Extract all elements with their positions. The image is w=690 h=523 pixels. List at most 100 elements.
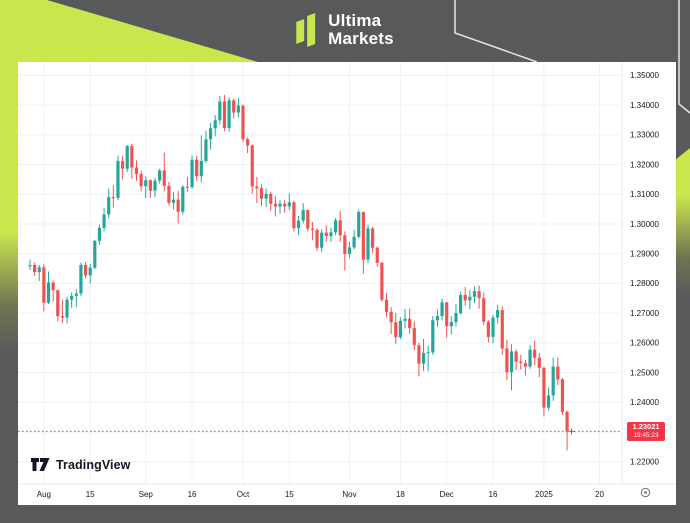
time-axis-label: 20 (595, 490, 604, 499)
candle-body (463, 294, 467, 301)
price-axis-label: 1.26000 (630, 339, 659, 348)
candle-body (213, 120, 217, 129)
price-axis-label: 1.29000 (630, 249, 659, 258)
ultima-markets-logo: Ultima Markets (296, 11, 394, 49)
candle-body (551, 366, 555, 396)
time-axis-label: 16 (489, 490, 498, 499)
time-axis[interactable] (18, 484, 622, 505)
candle-body (440, 302, 444, 317)
price-axis-label: 1.22000 (630, 458, 659, 467)
candle-body (514, 351, 518, 362)
candle-body (130, 146, 134, 168)
candle-body (500, 310, 504, 349)
candle-body (496, 310, 500, 318)
candle-body (208, 128, 213, 140)
candle-body (398, 320, 402, 338)
candle-body (458, 294, 463, 314)
candle-body (28, 264, 32, 267)
candle-body (412, 327, 416, 346)
candle-body (116, 160, 120, 198)
price-axis-label: 1.28000 (630, 279, 659, 288)
time-axis-label: 15 (285, 490, 294, 499)
candle-body (107, 197, 111, 215)
candle-body (148, 180, 152, 191)
candle-body (153, 180, 157, 191)
candle-body (139, 174, 143, 187)
candle-body (310, 228, 315, 230)
candle-body (384, 299, 389, 312)
candle-body (329, 232, 333, 237)
candle-body (352, 236, 356, 248)
candle-body (269, 193, 273, 204)
candle-body (37, 267, 41, 273)
price-axis-label: 1.35000 (630, 71, 659, 80)
chart-card: 1.35000 1.34000 1.33000 1.32000 1.31000 1.300… (18, 62, 676, 505)
candle-body (394, 322, 398, 338)
time-axis-label: 18 (396, 490, 405, 499)
candle-body (259, 188, 264, 199)
tradingview-attribution[interactable]: TradingView (31, 458, 131, 472)
candle-body (426, 352, 430, 354)
candle-body (449, 322, 453, 327)
last-price-badge: 1.23021 19:45:23 (627, 422, 665, 441)
candle-body (70, 295, 74, 300)
brand-wordmark: Ultima Markets (328, 11, 394, 49)
candle-body (97, 227, 102, 241)
candle-body (357, 212, 361, 237)
candle-body (537, 357, 541, 368)
candle-body (482, 298, 486, 322)
candle-body (533, 349, 537, 358)
candle-body (83, 264, 88, 276)
candle-body (347, 247, 352, 254)
candle-body (431, 320, 435, 353)
price-axis-label: 1.30000 (630, 220, 659, 229)
candle-body (111, 197, 115, 199)
gear-icon[interactable] (637, 484, 653, 500)
candle-body (380, 262, 384, 300)
candle-body (403, 318, 407, 321)
candle-body (144, 180, 148, 187)
candle-body (158, 170, 162, 181)
candle-body (338, 220, 342, 236)
lime-corner-decor (0, 0, 258, 62)
candle-body (306, 209, 310, 229)
candlestick-chart[interactable]: 1.35000 1.34000 1.33000 1.32000 1.31000 1.300… (18, 62, 676, 505)
candle-body (408, 318, 412, 328)
candle-body (371, 228, 375, 248)
candle-body (343, 235, 347, 254)
candle-body (477, 291, 481, 299)
candle-body (505, 348, 509, 373)
candle-body (546, 395, 551, 408)
candle-body (324, 232, 328, 237)
candle-body (283, 203, 287, 207)
candle-body (195, 159, 199, 177)
candle-body (93, 240, 97, 268)
candle-body (361, 212, 365, 260)
price-axis-label: 1.31000 (630, 190, 659, 199)
candle-body (486, 321, 490, 337)
candle-body (56, 290, 60, 317)
candle-body (181, 186, 185, 212)
candle-body (246, 139, 250, 146)
candle-body (134, 167, 139, 175)
candle-body (296, 220, 301, 229)
candle-body (236, 105, 240, 113)
time-axis-label: Nov (342, 490, 356, 499)
candle-body (287, 202, 291, 207)
candle-body (320, 232, 324, 248)
bar-countdown-timer: 19:45:23 (633, 432, 659, 440)
lime-left-strip-decor (0, 62, 18, 505)
price-axis[interactable] (622, 62, 676, 484)
candle-body (278, 203, 282, 207)
candle-body (454, 313, 458, 323)
candle-body (560, 379, 565, 412)
candle-body (366, 228, 370, 260)
candle-body (255, 186, 259, 189)
brand-word-2: Markets (328, 29, 394, 48)
candle-body (542, 367, 546, 408)
candle-body (74, 293, 78, 296)
candle-body (33, 264, 37, 273)
candle-body (227, 100, 231, 128)
time-axis-label: 2025 (535, 490, 553, 499)
